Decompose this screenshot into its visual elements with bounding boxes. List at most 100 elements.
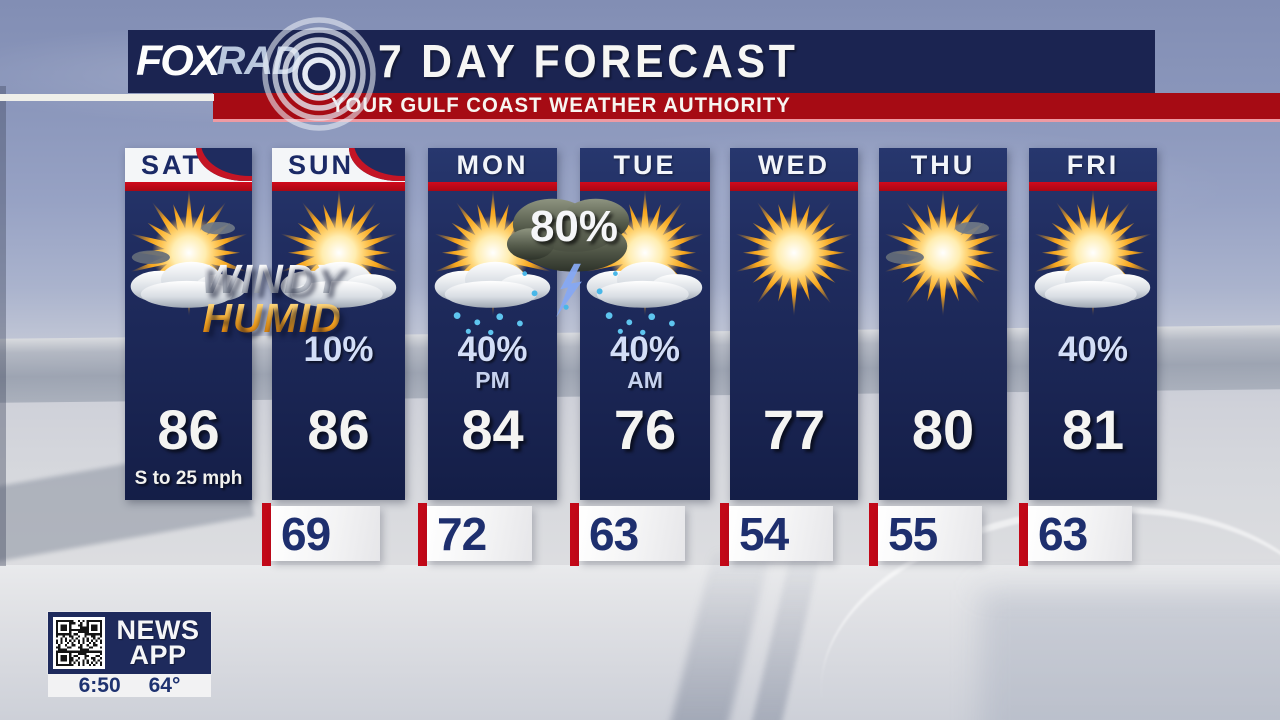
sunny-icon <box>730 188 858 330</box>
low-temp-card: 54 <box>729 506 833 561</box>
storm-precip-label: 80% <box>529 202 619 251</box>
day-name-label: FRI <box>1066 149 1120 180</box>
low-temp-red-bar <box>570 503 579 566</box>
precip-block <box>730 330 858 398</box>
high-temp-label: 86 <box>307 398 370 461</box>
precip-block: 10% <box>272 330 405 398</box>
low-temp-card: 55 <box>878 506 982 561</box>
low-temp-label: 63 <box>589 507 639 560</box>
storm-cloud-callout: 80% <box>505 172 643 322</box>
partly-cloudy-icon <box>272 188 405 330</box>
low-temp-red-bar <box>418 503 427 566</box>
storm-cloud-icon <box>505 172 643 327</box>
day-name-label: THU <box>910 149 976 180</box>
header-red-banner: YOUR GULF COAST WEATHER AUTHORITY <box>213 93 1280 122</box>
sun-and-clouds-icon <box>125 188 252 330</box>
low-temp-box-sun: 69 <box>262 503 380 566</box>
low-temp-card: 69 <box>271 506 380 561</box>
low-temp-card: 72 <box>427 506 532 561</box>
wind-speed-label <box>879 468 1007 498</box>
precip-chance-label: 40% <box>609 330 681 369</box>
low-temp-red-bar <box>720 503 729 566</box>
precip-block <box>879 330 1007 398</box>
header-red-stripe <box>879 182 1007 191</box>
day-name-label: MON <box>456 149 529 180</box>
radar-arcs-icon <box>262 17 376 131</box>
outdoor-temp-label: 64° <box>148 673 181 697</box>
rain-icon <box>428 188 557 335</box>
wind-speed-label <box>272 468 405 498</box>
header-swoosh <box>196 148 252 181</box>
header-white-line <box>0 94 214 101</box>
news-app-line2: APP <box>129 640 187 670</box>
header-red-stripe <box>428 182 557 191</box>
low-temp-card: 63 <box>1028 506 1132 561</box>
mostly-sunny-icon <box>879 188 1007 330</box>
precip-time-label: PM <box>475 367 510 393</box>
high-temp-label: 84 <box>461 398 524 461</box>
day-column-tue: TUE 40% AM 76 <box>580 148 710 500</box>
low-temp-card: 63 <box>579 506 685 561</box>
qr-code <box>53 617 105 669</box>
header-swoosh <box>349 148 405 181</box>
precip-block: 40% PM <box>428 330 557 398</box>
high-temp-label: 80 <box>911 398 975 461</box>
low-temp-box-fri: 63 <box>1019 503 1132 566</box>
low-temp-red-bar <box>869 503 878 566</box>
precip-block: 40% <box>1029 330 1157 398</box>
day-header: TUE <box>580 148 710 182</box>
station-tagline: YOUR GULF COAST WEATHER AUTHORITY <box>331 94 791 117</box>
low-temp-label: 54 <box>739 507 789 560</box>
wind-speed-label <box>428 468 557 498</box>
low-temp-box-thu: 55 <box>869 503 982 566</box>
low-temp-box-tue: 63 <box>570 503 685 566</box>
logo-fox-text: FOX <box>136 37 220 85</box>
wind-speed-label <box>580 468 710 498</box>
floor-shadow <box>980 590 1280 720</box>
windy-label: WINDY <box>186 259 358 300</box>
precip-chance-label: 40% <box>457 330 528 369</box>
wind-speed-label <box>730 468 858 498</box>
day-column-fri: FRI 40% 81 <box>1029 148 1157 500</box>
low-temp-box-wed: 54 <box>720 503 833 566</box>
day-name-label: TUE <box>613 149 677 180</box>
low-temp-red-bar <box>1019 503 1028 566</box>
day-header: WED <box>730 148 858 182</box>
conditions-banner: WINDY HUMID <box>186 259 358 339</box>
low-temp-label: 63 <box>1038 507 1088 560</box>
status-strip: 6:50 64° <box>48 674 211 697</box>
precip-chance-label: 10% <box>303 330 374 369</box>
day-column-sun: SUN 10% 86 <box>272 148 405 500</box>
header-red-stripe <box>125 182 252 191</box>
page-title: 7 DAY FORECAST <box>378 35 799 87</box>
time-label: 6:50 <box>78 673 121 697</box>
news-app-line1: NEWS <box>116 615 200 646</box>
high-temp-label: 77 <box>762 398 826 461</box>
day-name-label: SAT <box>141 149 202 180</box>
header-red-stripe <box>1029 182 1157 191</box>
day-header: MON <box>428 148 557 182</box>
high-temp-label: 76 <box>613 398 677 461</box>
day-column-sat: SAT 86 S to 25 mph <box>125 148 252 500</box>
precip-block: 40% AM <box>580 330 710 398</box>
low-temp-box-mon: 72 <box>418 503 532 566</box>
low-temp-label: 69 <box>281 507 331 560</box>
header-bar: FOX RAD 7 DAY FORECAST <box>128 17 1155 131</box>
low-temp-label: 72 <box>437 507 487 560</box>
news-app-badge: NEWS APP <box>48 612 211 674</box>
day-header: SUN <box>272 148 405 182</box>
set-edge <box>0 86 6 566</box>
day-name-label: SUN <box>288 149 355 180</box>
day-header: THU <box>879 148 1007 182</box>
header-red-stripe <box>730 182 858 191</box>
studio-floor <box>0 565 1280 720</box>
header-red-stripe <box>580 182 710 191</box>
high-temp-label: 86 <box>157 398 220 461</box>
low-temp-label: 55 <box>888 507 938 560</box>
wind-speed-label <box>1029 468 1157 498</box>
day-column-thu: THU 80 <box>879 148 1007 500</box>
precip-chance-label: 40% <box>1057 330 1129 369</box>
day-name-label: WED <box>758 149 830 180</box>
precip-time-label: AM <box>627 367 663 393</box>
